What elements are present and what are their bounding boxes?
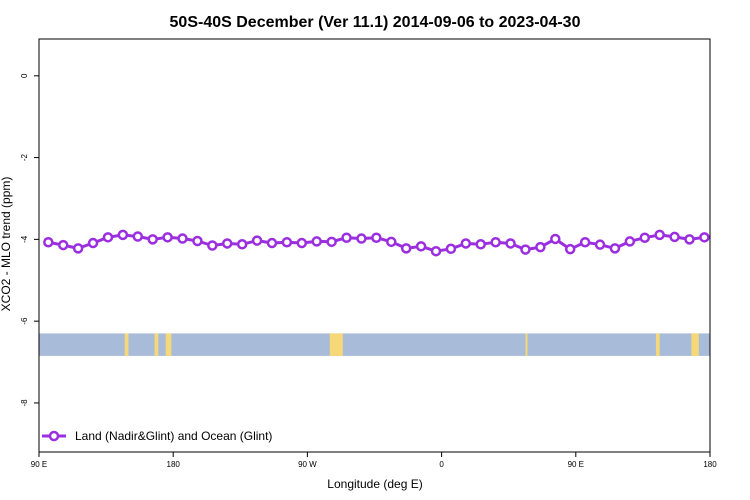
y-tick-label: 0	[20, 73, 29, 78]
data-point	[386, 236, 397, 248]
data-point	[699, 232, 710, 243]
data-point	[445, 243, 457, 255]
x-axis: 90 E 180 90 W 0 90 E 180	[31, 452, 717, 469]
data-point	[222, 238, 233, 249]
data-point	[684, 234, 695, 245]
data-point	[266, 237, 278, 249]
data-point	[669, 231, 680, 243]
data-point	[550, 233, 561, 245]
data-point	[251, 235, 263, 246]
land-patch	[655, 333, 660, 356]
data-point	[326, 236, 337, 248]
land-patch	[525, 333, 528, 356]
data-point	[281, 236, 293, 248]
data-point	[102, 232, 114, 243]
x-tick-label: 90 E	[568, 460, 584, 469]
x-tick-label: 0	[439, 460, 444, 469]
x-axis-label: Longitude (deg E)	[327, 477, 422, 491]
data-point	[192, 235, 203, 247]
land-ocean-band	[39, 333, 710, 356]
ocean-band	[39, 333, 710, 356]
data-point	[87, 237, 99, 249]
y-tick-label: -2	[20, 153, 29, 161]
data-point	[430, 245, 442, 257]
land-patch	[691, 333, 699, 356]
data-point	[371, 232, 382, 243]
data-point	[162, 232, 173, 243]
x-tick-label: 90 E	[31, 460, 47, 469]
legend: Land (Nadir&Glint) and Ocean (Glint)	[42, 429, 272, 443]
data-point	[177, 233, 188, 244]
data-point	[296, 237, 308, 249]
data-point	[341, 232, 352, 243]
data-point	[520, 244, 531, 255]
plot-frame	[38, 38, 711, 453]
data-point	[609, 243, 621, 254]
land-patch	[124, 333, 129, 356]
data-point	[72, 243, 84, 254]
data-point	[207, 240, 218, 251]
data-point	[594, 239, 606, 250]
data-point	[117, 229, 129, 241]
data-point	[475, 239, 486, 250]
x-tick-label: 180	[167, 460, 181, 469]
data-point	[564, 243, 576, 255]
data-point	[43, 236, 54, 248]
data-point	[535, 241, 546, 253]
data-point	[356, 233, 367, 244]
data-point	[624, 236, 636, 247]
data-point	[147, 234, 158, 245]
y-axis: 0 -2 -4 -6 -8	[20, 73, 39, 406]
series-layer	[43, 229, 710, 257]
data-point	[415, 241, 427, 252]
y-tick-label: -4	[20, 235, 29, 243]
x-tick-label: 180	[703, 460, 717, 469]
data-point	[579, 236, 591, 248]
data-point	[639, 232, 651, 243]
data-point	[57, 239, 69, 251]
data-point	[400, 243, 412, 254]
data-point	[236, 239, 248, 250]
data-point	[132, 231, 144, 242]
data-point	[311, 236, 322, 247]
y-axis-label: XCO2 - MLO trend (ppm)	[0, 177, 13, 312]
legend-label: Land (Nadir&Glint) and Ocean (Glint)	[75, 429, 272, 443]
x-tick-label: 90 W	[298, 460, 317, 469]
land-patch	[154, 333, 159, 356]
data-point	[654, 229, 665, 241]
chart-title: 50S-40S December (Ver 11.1) 2014-09-06 t…	[170, 14, 581, 31]
data-point	[490, 236, 501, 248]
y-tick-label: -8	[20, 399, 29, 407]
data-point	[460, 238, 472, 249]
data-point	[505, 238, 516, 249]
legend-point-marker	[48, 430, 60, 442]
land-patch	[165, 333, 172, 356]
land-patch	[329, 333, 343, 356]
y-tick-label: -6	[20, 317, 29, 325]
